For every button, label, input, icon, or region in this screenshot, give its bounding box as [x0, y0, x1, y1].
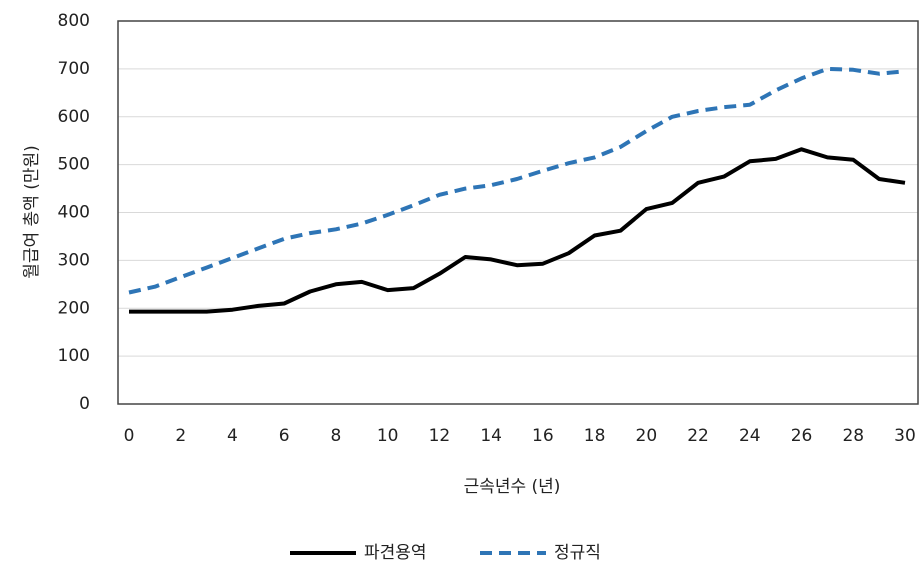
x-tick-label: 12: [429, 426, 451, 446]
x-tick-label: 0: [124, 426, 135, 446]
x-tick-label: 30: [894, 426, 916, 446]
y-tick-label: 100: [58, 346, 90, 366]
x-tick-label: 22: [687, 426, 709, 446]
x-tick-label: 14: [480, 426, 502, 446]
x-tick-label: 10: [377, 426, 399, 446]
x-tick-label: 8: [331, 426, 342, 446]
x-tick-label: 18: [584, 426, 606, 446]
x-tick-label: 24: [739, 426, 761, 446]
x-tick-label: 2: [175, 426, 186, 446]
y-tick-label: 800: [58, 11, 90, 31]
x-axis-label: 근속년수 (년): [464, 477, 561, 497]
y-tick-label: 400: [58, 203, 90, 223]
series-line: [128, 66, 906, 295]
x-tick-label: 26: [791, 426, 813, 446]
y-tick-label: 700: [58, 59, 90, 79]
y-tick-label: 500: [58, 155, 90, 175]
x-tick-label: 4: [227, 426, 238, 446]
y-tick-label: 600: [58, 107, 90, 127]
x-tick-label: 16: [532, 426, 554, 446]
y-tick-label: 300: [58, 250, 90, 270]
y-tick-label: 0: [79, 394, 90, 414]
legend-label: 정규직: [554, 543, 601, 563]
x-tick-label: 6: [279, 426, 290, 446]
series-line: [129, 147, 906, 314]
legend-label: 파견용역: [364, 543, 427, 563]
x-tick-label: 20: [636, 426, 658, 446]
y-axis-label: 월급여 총액 (만원): [22, 145, 42, 279]
plot-frame: [117, 20, 919, 405]
y-tick-label: 200: [58, 298, 90, 318]
x-tick-label: 28: [842, 426, 864, 446]
